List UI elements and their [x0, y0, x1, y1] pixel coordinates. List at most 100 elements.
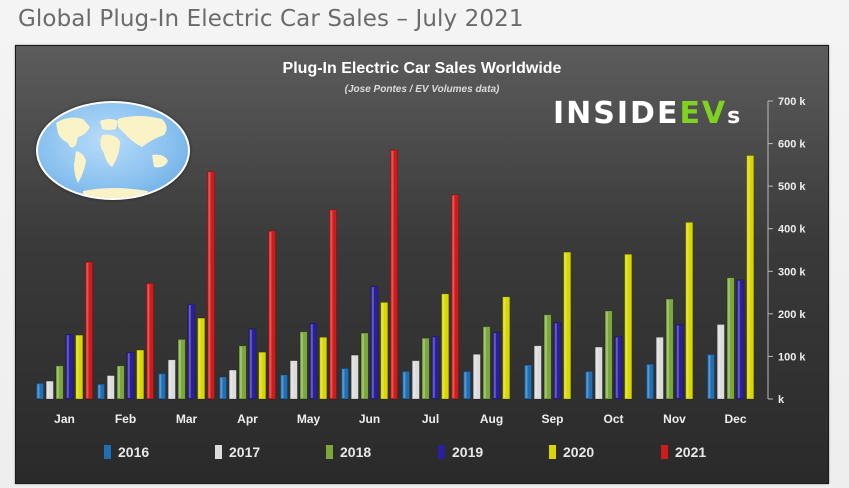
bar-highlight — [147, 284, 150, 398]
legend-label: 2021 — [675, 444, 707, 460]
y-tick-label: 300 k — [778, 266, 806, 278]
bar-2019-jan — [65, 334, 74, 400]
bar-2018-oct — [604, 310, 613, 400]
bar-2021-jan — [85, 261, 93, 400]
bar-highlight — [127, 353, 130, 398]
bar-highlight — [484, 327, 486, 398]
bar-highlight — [320, 338, 323, 398]
x-tick-label: Jan — [54, 412, 75, 426]
bar-highlight — [493, 333, 496, 398]
legend-item-2016: 2016 — [104, 444, 149, 460]
bar-highlight — [352, 356, 355, 398]
bar-highlight — [37, 384, 40, 398]
bar-2020-dec — [746, 155, 755, 400]
legend-label: 2017 — [229, 444, 261, 460]
bar-highlight — [503, 297, 506, 398]
bar-highlight — [362, 334, 364, 398]
y-tick-label: 700 k — [778, 96, 806, 108]
bar-2020-aug — [502, 296, 511, 400]
legend-swatch — [549, 445, 556, 459]
bar-2017-apr — [228, 369, 237, 400]
x-tick-label: Nov — [663, 412, 686, 426]
bar-2017-nov — [655, 337, 664, 400]
bar-highlight — [432, 337, 435, 398]
bar-highlight — [76, 336, 79, 398]
bar-highlight — [330, 210, 333, 398]
legend-swatch — [215, 445, 222, 459]
legend-swatch — [438, 445, 445, 459]
bar-highlight — [615, 337, 618, 398]
bar-2019-aug — [492, 331, 501, 400]
legend-label: 2020 — [563, 444, 595, 460]
bar-highlight — [442, 294, 445, 398]
bar-highlight — [281, 375, 284, 398]
bar-2017-feb — [106, 375, 115, 400]
bar-highlight — [371, 287, 374, 398]
y-tick-label: 200 k — [778, 309, 806, 321]
bar-2017-jun — [350, 354, 359, 400]
legend-item-2019: 2019 — [438, 444, 483, 460]
bar-highlight — [728, 278, 730, 398]
bar-highlight — [86, 262, 89, 398]
bar-2019-sep — [553, 322, 562, 400]
bar-2020-oct — [624, 254, 633, 400]
bar-2018-mar — [177, 339, 186, 400]
legend-item-2021: 2021 — [661, 444, 706, 460]
legend-swatch — [104, 445, 111, 459]
bar-2018-jun — [360, 332, 369, 400]
bar-highlight — [208, 172, 211, 398]
y-tick-label: 100 k — [778, 351, 806, 363]
bar-highlight — [169, 360, 172, 398]
bar-2020-mar — [197, 317, 206, 400]
insideevs-logo: INSIDEEVs — [553, 96, 743, 131]
legend-item-2017: 2017 — [215, 444, 260, 460]
page-title: Global Plug-In Electric Car Sales – July… — [18, 6, 524, 32]
bar-highlight — [249, 329, 252, 398]
bar-highlight — [240, 346, 242, 398]
bar-2018-jan — [55, 365, 64, 400]
bar-highlight — [464, 372, 467, 398]
bar-highlight — [708, 355, 711, 398]
bar-highlight — [301, 332, 303, 398]
x-tick-label: Feb — [115, 412, 136, 426]
bar-2018-apr — [238, 345, 247, 400]
bar-highlight — [259, 353, 262, 398]
bar-2017-dec — [716, 324, 725, 400]
bar-2020-jun — [380, 302, 389, 400]
bar-2020-feb — [136, 349, 145, 400]
bar-highlight — [291, 361, 294, 398]
bar-2019-may — [309, 322, 318, 400]
bar-highlight — [586, 372, 589, 398]
y-tick-label: k — [778, 394, 785, 406]
bar-highlight — [391, 150, 394, 398]
bar-highlight — [647, 365, 650, 398]
bar-highlight — [676, 325, 679, 398]
bar-highlight — [137, 351, 140, 398]
bar-highlight — [413, 361, 416, 398]
bar-2020-apr — [258, 351, 267, 400]
bar-highlight — [66, 335, 69, 398]
bar-2016-mar — [158, 373, 166, 400]
bar-highlight — [564, 253, 567, 398]
bar-2019-dec — [736, 279, 745, 400]
legend-label: 2018 — [340, 444, 372, 460]
bar-highlight — [423, 339, 425, 398]
y-tick-label: 500 k — [778, 181, 806, 193]
legend-label: 2019 — [452, 444, 484, 460]
bar-2016-nov — [646, 363, 654, 400]
y-tick-label: 400 k — [778, 224, 806, 236]
bar-highlight — [718, 325, 721, 398]
bar-2018-aug — [482, 326, 491, 400]
bar-highlight — [57, 366, 59, 398]
legend: 2016 2017 2018 2019 2020 2021 — [16, 444, 828, 468]
bar-highlight — [159, 374, 162, 398]
bar-2020-jan — [75, 334, 84, 400]
bar-highlight — [230, 371, 233, 398]
x-tick-label: May — [297, 412, 321, 426]
bar-2020-jul — [441, 293, 450, 400]
x-tick-label: Jul — [422, 412, 439, 426]
bar-2021-feb — [146, 282, 154, 400]
bar-highlight — [686, 223, 689, 398]
bar-2020-may — [319, 337, 328, 400]
y-tick-label: 600 k — [778, 139, 806, 151]
